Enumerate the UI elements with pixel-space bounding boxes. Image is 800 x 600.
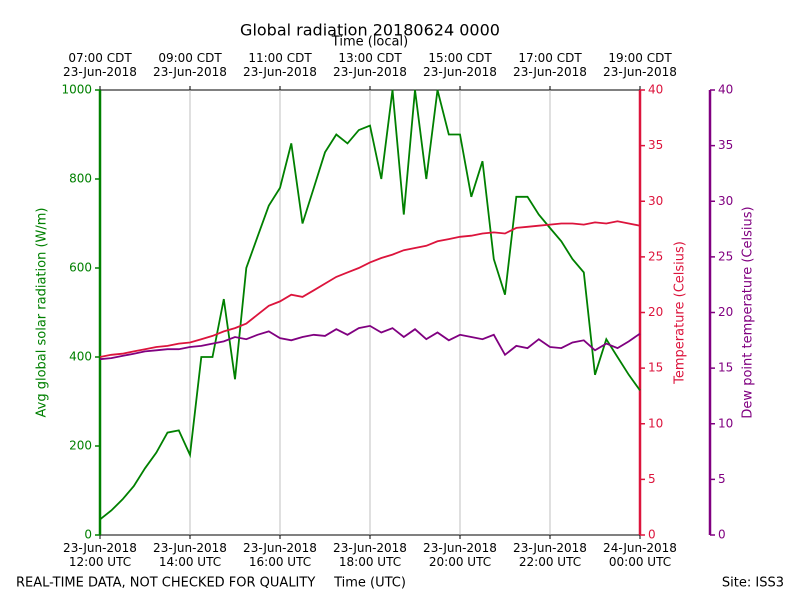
x2-axis-label: Time (local) <box>331 35 408 50</box>
x2-tick-label: 15:00 CDT 23-Jun-2018 <box>423 51 497 79</box>
y-tick-label: 200 <box>69 439 92 453</box>
y3-tick-label: 25 <box>718 249 733 263</box>
y2-tick-label: 15 <box>648 361 663 375</box>
series-line <box>99 89 641 521</box>
x2-tick-label: 19:00 CDT 23-Jun-2018 <box>603 51 677 79</box>
y3-tick-label: 30 <box>718 194 733 208</box>
y2-tick-label: 25 <box>648 249 663 263</box>
y2-tick-label: 10 <box>648 416 663 430</box>
footer-right: Site: ISS3 <box>722 576 784 591</box>
y-axis-label: Avg global solar radiation (W/m) <box>35 208 50 418</box>
y3-tick-label: 0 <box>718 528 726 542</box>
x2-tick-label: 07:00 CDT 23-Jun-2018 <box>63 51 137 79</box>
chart-title: Global radiation 20180624 0000 <box>240 21 500 40</box>
y-tick-label: 600 <box>69 261 92 275</box>
x2-tick-label: 17:00 CDT 23-Jun-2018 <box>513 51 587 79</box>
footer-left: REAL-TIME DATA, NOT CHECKED FOR QUALITY <box>16 576 315 591</box>
y2-tick-label: 20 <box>648 305 663 319</box>
y3-tick-label: 15 <box>718 361 733 375</box>
y2-tick-label: 5 <box>648 472 656 486</box>
y2-tick-label: 35 <box>648 138 663 152</box>
x-tick-label: 23-Jun-2018 22:00 UTC <box>513 541 587 569</box>
x-tick-label: 23-Jun-2018 16:00 UTC <box>243 541 317 569</box>
x-tick-label: 23-Jun-2018 20:00 UTC <box>423 541 497 569</box>
y3-tick-label: 35 <box>718 138 733 152</box>
y-tick-label: 1000 <box>61 83 92 97</box>
x2-tick-label: 13:00 CDT 23-Jun-2018 <box>333 51 407 79</box>
y-tick-label: 800 <box>69 172 92 186</box>
y3-tick-label: 40 <box>718 83 733 97</box>
series-line <box>99 324 641 361</box>
y3-tick-label: 5 <box>718 472 726 486</box>
x-axis-label: Time (UTC) <box>333 576 406 591</box>
x-tick-label: 23-Jun-2018 18:00 UTC <box>333 541 407 569</box>
x-tick-label: 24-Jun-2018 00:00 UTC <box>603 541 677 569</box>
y2-tick-label: 30 <box>648 194 663 208</box>
x2-tick-label: 09:00 CDT 23-Jun-2018 <box>153 51 227 79</box>
series-line <box>99 220 641 358</box>
x2-tick-label: 11:00 CDT 23-Jun-2018 <box>243 51 317 79</box>
y2-tick-label: 0 <box>648 528 656 542</box>
y2-tick-label: 40 <box>648 83 663 97</box>
y3-tick-label: 10 <box>718 416 733 430</box>
x-tick-label: 23-Jun-2018 14:00 UTC <box>153 541 227 569</box>
y2-axis-label: Temperature (Celsius) <box>673 241 688 385</box>
y-tick-label: 400 <box>69 350 92 364</box>
y3-axis-label: Dew point temperature (Celsius) <box>741 206 756 418</box>
y3-tick-label: 20 <box>718 305 733 319</box>
x-tick-label: 23-Jun-2018 12:00 UTC <box>63 541 137 569</box>
y-tick-label: 0 <box>84 528 92 542</box>
